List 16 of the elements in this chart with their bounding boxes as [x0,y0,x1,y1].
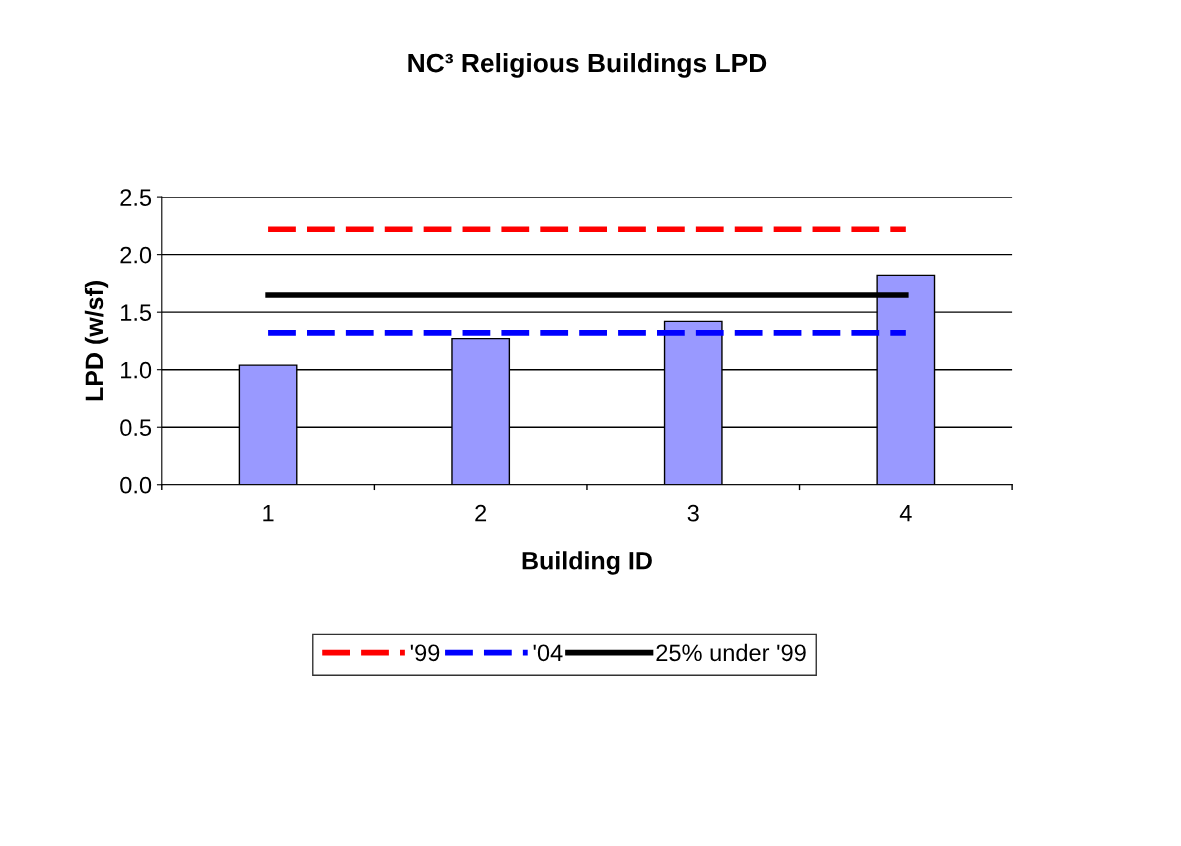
x-tick-label: 1 [263,505,274,522]
y-tick-label: 1.5 [121,304,152,321]
legend-label: '04 [533,644,563,662]
y-tick-label: 0.5 [120,419,152,437]
x-tick-label: 4 [899,505,912,522]
legend-label: 25% under '99 [656,643,806,662]
x-axis-title: Building ID [522,551,652,575]
x-tick-label: 2 [475,504,487,522]
chart-title: NC³ Religious Buildings LPD [408,52,767,78]
y-tick-label: 2.0 [120,246,152,264]
y-tick-label: 1.0 [121,361,152,379]
legend-label: '99 [410,644,440,662]
x-tick-label: 3 [687,504,699,522]
y-axis-title: LPD (w/sf) [84,281,109,401]
y-tick-label: 0.0 [120,476,152,494]
y-tick-label: 2.5 [120,189,152,206]
